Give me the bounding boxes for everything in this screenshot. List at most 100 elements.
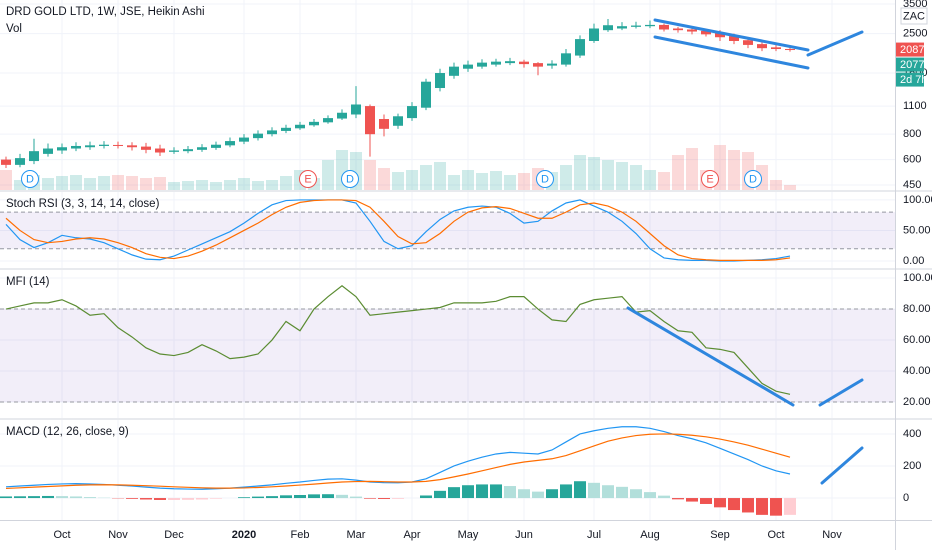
histogram-bar [546, 489, 558, 499]
candle-body [1, 159, 11, 165]
candle-body [43, 148, 53, 154]
volume-bar [252, 181, 264, 190]
volume-bar [126, 176, 138, 190]
histogram-bar [392, 498, 404, 499]
histogram-bar [336, 494, 348, 499]
event-marker [341, 170, 359, 188]
volume-bar [322, 160, 334, 190]
y-tick-label: 100.00 [903, 194, 932, 206]
histogram-bar [742, 498, 754, 513]
y-tick-label: 0.00 [903, 255, 924, 267]
event-label: E [304, 173, 311, 185]
histogram-bar [784, 498, 796, 515]
histogram-bar [294, 495, 306, 499]
candle-body [701, 30, 711, 35]
candle-body [589, 28, 599, 41]
histogram-bar [28, 496, 40, 499]
candle-body [71, 145, 81, 149]
trend-line [653, 35, 810, 70]
event-marker [21, 170, 39, 188]
candle-body [365, 106, 375, 135]
histogram-bar [280, 495, 292, 499]
volume-bar [70, 175, 82, 190]
candle-body [85, 145, 95, 148]
histogram-bar [168, 498, 180, 500]
histogram-bar [588, 482, 600, 499]
volume-bar [84, 178, 96, 190]
volume-bar [588, 157, 600, 190]
candle-body [631, 25, 641, 27]
band [0, 309, 895, 403]
x-tick-label: Apr [403, 529, 420, 541]
trend-line [818, 378, 864, 407]
volume-bar [434, 162, 446, 190]
x-tick-label: Nov [822, 529, 842, 541]
volume-bar [378, 168, 390, 190]
y-tick-label: 450 [903, 179, 921, 191]
candle-body [99, 144, 109, 146]
chart-title: DRD GOLD LTD, 1W, JSE, Heikin Ashi [6, 6, 205, 18]
candle-body [281, 127, 291, 131]
y-tick-label: 20.00 [903, 396, 931, 408]
volume-bar [210, 182, 222, 190]
candle-body [127, 145, 137, 148]
candle-body [435, 73, 445, 89]
pane-title: MACD (12, 26, close, 9) [6, 426, 129, 438]
volume-bar [504, 175, 516, 190]
event-label: D [26, 173, 34, 185]
histogram-bar [476, 484, 488, 499]
candle-body [393, 116, 403, 126]
series-line [5, 285, 791, 395]
candle-body [491, 61, 501, 65]
volume-bar [616, 162, 628, 190]
x-tick-label: Oct [53, 529, 70, 541]
volume-bar [56, 176, 68, 190]
x-tick-label: Oct [767, 529, 784, 541]
candle-body [211, 144, 221, 148]
candle-body [337, 112, 347, 119]
event-label: E [706, 173, 713, 185]
histogram-bar [700, 498, 712, 504]
volume-bar [728, 150, 740, 190]
candle-body [519, 61, 529, 65]
histogram-bar [448, 487, 460, 499]
currency: ZAC [903, 10, 925, 22]
candle-body [239, 137, 249, 142]
x-tick-label: 2020 [232, 529, 256, 541]
candle-body [113, 144, 123, 146]
series-line [5, 199, 791, 261]
candle-body [29, 151, 39, 162]
currency-box [900, 7, 928, 25]
histogram-bar [574, 481, 586, 499]
histogram-bar [434, 490, 446, 499]
x-tick-label: Nov [108, 529, 128, 541]
candle-body [715, 32, 725, 38]
candle-body [757, 44, 767, 49]
y-tick-label: 2500 [903, 28, 927, 40]
y-tick-label: 3500 [903, 0, 927, 10]
histogram-bar [602, 485, 614, 499]
price-label: 2077 [900, 59, 924, 71]
candle-body [183, 149, 193, 152]
histogram-bar [644, 492, 656, 499]
candle-body [197, 147, 207, 150]
volume-bar [658, 172, 670, 190]
volume-bar [238, 178, 250, 190]
x-tick-label: May [458, 529, 479, 541]
price-label-box [896, 57, 924, 72]
y-tick-label: 60.00 [903, 334, 931, 346]
histogram-bar [322, 494, 334, 499]
countdown-box [896, 72, 924, 87]
volume-bar [266, 180, 278, 190]
volume-bar [196, 180, 208, 190]
histogram-bar [616, 486, 628, 499]
candle-body [463, 64, 473, 69]
histogram-bar [560, 484, 572, 499]
volume-bar [476, 173, 488, 190]
grid [0, 0, 895, 520]
volume-bar [182, 181, 194, 190]
y-tick-label: 80.00 [903, 303, 931, 315]
y-tick-label: 1100 [903, 100, 927, 112]
y-tick-label: 40.00 [903, 365, 931, 377]
